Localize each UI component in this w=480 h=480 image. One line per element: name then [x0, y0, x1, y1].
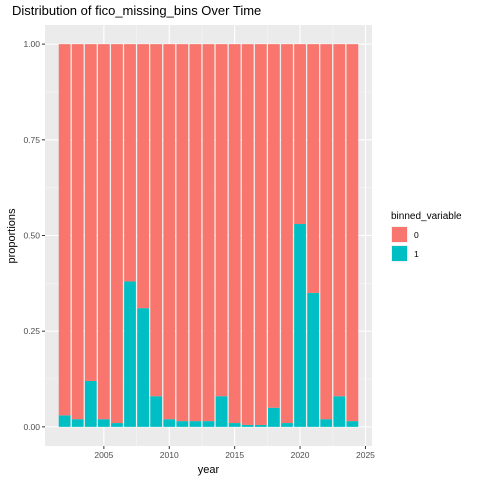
- bar-segment-0-2009: [150, 44, 163, 397]
- bar-segment-0-2023: [333, 44, 346, 397]
- bar-segment-1-2019: [281, 423, 293, 427]
- bar-segment-1-2006: [111, 423, 123, 427]
- bar-segment-0-2021: [307, 44, 320, 293]
- bar-segment-0-2012: [189, 44, 202, 422]
- bar-segment-0-2018: [268, 44, 280, 408]
- bar-segment-0-2011: [176, 44, 189, 422]
- bar-segment-0-2017: [254, 44, 267, 425]
- x-axis-title: year: [198, 464, 220, 476]
- bar-segment-0-2004: [84, 44, 97, 381]
- bar-segment-0-2007: [124, 44, 136, 282]
- bar-segment-0-2010: [163, 44, 176, 420]
- bar-segment-0-2003: [71, 44, 84, 420]
- legend-label-0: 0: [414, 230, 419, 240]
- y-axis-title: proportions: [6, 208, 18, 264]
- x-tick-label: 2010: [160, 450, 179, 460]
- bar-segment-1-2024: [346, 421, 359, 427]
- bar-segment-0-2002: [58, 44, 71, 416]
- bar-segment-1-2008: [137, 308, 149, 427]
- bar-segment-1-2013: [202, 421, 215, 427]
- bar-segment-1-2020: [294, 224, 306, 427]
- y-tick-label: 0.00: [23, 422, 40, 432]
- bar-segment-1-2005: [97, 419, 110, 427]
- bar-segment-0-2015: [228, 44, 241, 424]
- bar-segment-1-2022: [320, 419, 333, 427]
- bar-segment-0-2024: [346, 44, 359, 422]
- y-axis: 0.00 0.25 0.50 0.75 1.00: [23, 39, 45, 432]
- bar-segment-1-2011: [176, 421, 189, 427]
- y-tick-label: 0.75: [23, 135, 40, 145]
- x-tick-label: 2020: [291, 450, 310, 460]
- bar-segment-1-2023: [333, 396, 346, 427]
- bar-segment-1-2002: [58, 415, 71, 427]
- legend-label-1: 1: [414, 249, 419, 259]
- legend: binned_variable 0 1: [391, 211, 462, 262]
- bar-segment-0-2016: [241, 44, 254, 425]
- bar-segment-1-2004: [84, 380, 97, 427]
- legend-swatch-1: [392, 246, 407, 261]
- bar-segment-1-2018: [268, 407, 280, 427]
- bar-segment-0-2020: [294, 44, 306, 225]
- bar-segment-1-2007: [124, 281, 136, 427]
- x-tick-label: 2025: [356, 450, 375, 460]
- bars: [58, 44, 359, 427]
- y-tick-label: 0.50: [23, 231, 40, 241]
- legend-title: binned_variable: [391, 211, 462, 222]
- x-tick-label: 2015: [225, 450, 244, 460]
- y-tick-label: 1.00: [23, 39, 40, 49]
- bar-segment-1-2012: [189, 421, 202, 427]
- bar-segment-1-2016: [241, 424, 254, 427]
- bar-segment-1-2009: [150, 396, 163, 427]
- bar-segment-1-2015: [228, 423, 241, 427]
- bar-segment-0-2006: [111, 44, 123, 424]
- bar-segment-0-2014: [215, 44, 228, 397]
- y-tick-label: 0.25: [23, 326, 40, 336]
- bar-segment-1-2017: [254, 424, 267, 427]
- bar-segment-1-2010: [163, 419, 176, 427]
- bar-segment-1-2003: [71, 419, 84, 427]
- bar-segment-0-2019: [281, 44, 293, 424]
- bar-segment-0-2022: [320, 44, 333, 420]
- bar-segment-1-2021: [307, 292, 320, 427]
- bar-segment-0-2013: [202, 44, 215, 422]
- chart-title: Distribution of fico_missing_bins Over T…: [12, 3, 261, 18]
- x-axis: 2005 2010 2015 2020 2025: [94, 446, 375, 460]
- bar-segment-1-2014: [215, 396, 228, 427]
- bar-segment-0-2005: [97, 44, 110, 420]
- bar-segment-0-2008: [137, 44, 149, 309]
- legend-swatch-0: [392, 227, 407, 242]
- x-tick-label: 2005: [94, 450, 113, 460]
